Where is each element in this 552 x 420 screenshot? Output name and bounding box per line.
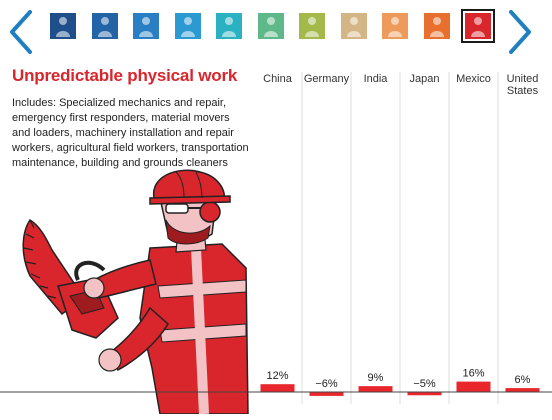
bar [407, 392, 442, 396]
category-label: China [263, 73, 293, 85]
bar [309, 392, 344, 396]
previous-category-button[interactable] [6, 8, 36, 56]
worker-thumbnail-icon [50, 13, 76, 39]
worker-thumbnail-icon [216, 13, 242, 39]
data-label: −5% [413, 378, 436, 390]
data-label: 12% [266, 370, 288, 382]
worker-thumbnail-icon [257, 13, 284, 39]
worker-thumbnail-icon [299, 13, 325, 39]
worker-thumbnail-icon [340, 13, 367, 39]
data-label: 9% [368, 372, 384, 384]
category-thumbnail-10[interactable] [423, 13, 450, 39]
panel-title: Unpredictable physical work [12, 66, 238, 85]
bar [358, 386, 393, 392]
bar [505, 388, 540, 392]
category-label: United States [507, 73, 539, 97]
chevron-left-icon [10, 10, 32, 54]
category-thumbnail-2[interactable] [91, 13, 118, 39]
next-category-button[interactable] [505, 8, 535, 56]
worker-thumbnail-icon [382, 13, 408, 39]
bar [260, 384, 295, 392]
bar [456, 381, 491, 392]
category-thumbnail-8[interactable] [340, 13, 367, 39]
worker-thumbnail-icon [133, 13, 159, 39]
chainsaw-worker-icon [22, 169, 249, 414]
panel-description: Includes: Specialized mechanics and repa… [12, 97, 249, 169]
worker-thumbnail-icon [174, 13, 201, 39]
category-thumbnail-1[interactable] [50, 13, 76, 39]
data-label: 6% [515, 374, 531, 386]
chainsaw-worker-illustration [0, 168, 260, 414]
category-label: India [364, 73, 389, 85]
category-thumbnail-3[interactable] [133, 13, 159, 39]
category-label: Germany [304, 73, 350, 85]
category-label: Mexico [456, 73, 491, 85]
worker-thumbnail-icon [465, 13, 491, 39]
worker-thumbnail-icon [423, 13, 450, 39]
data-label: 16% [462, 368, 484, 380]
category-thumbnails [50, 9, 500, 49]
data-label: −6% [315, 378, 338, 390]
chevron-right-icon [509, 10, 531, 54]
category-thumbnail-11[interactable] [461, 9, 495, 43]
category-thumbnail-7[interactable] [299, 13, 325, 39]
worker-thumbnail-icon [91, 13, 118, 39]
category-thumbnail-4[interactable] [174, 13, 201, 39]
category-thumbnail-9[interactable] [382, 13, 408, 39]
category-thumbnail-6[interactable] [257, 13, 284, 39]
category-thumbnail-5[interactable] [216, 13, 242, 39]
category-navigation [0, 0, 552, 62]
category-label: Japan [410, 73, 440, 85]
